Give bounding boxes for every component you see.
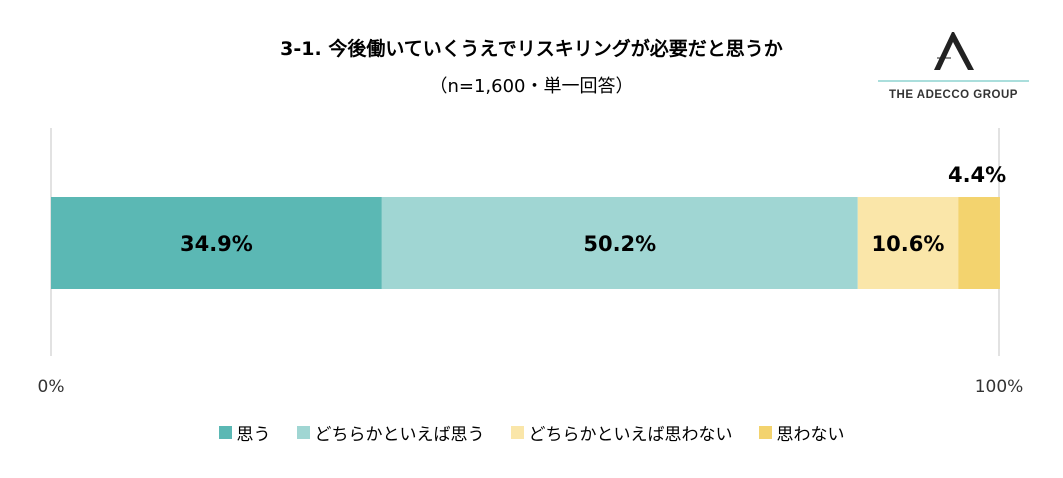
data-label-1: 34.9%	[180, 232, 253, 256]
legend-label-1: 思う	[236, 425, 271, 445]
chart-subtitle: （n=1,600・単一回答）	[429, 76, 634, 97]
legend-item-4: 思わない	[758, 420, 845, 445]
chart-title: 3-1. 今後働いていくうえでリスキリングが必要だと思うか	[280, 38, 783, 60]
x-tick-label-2: 100%	[975, 377, 1024, 397]
legend-label-4: 思わない	[776, 425, 845, 445]
legend-item-1: 思う	[218, 420, 271, 445]
data-label-2: 50.2%	[583, 232, 656, 256]
legend-swatch-1	[218, 426, 232, 439]
adecco-a-icon	[878, 32, 1029, 82]
legend-swatch-2	[296, 426, 310, 439]
legend-item-2: どちらかといえば思う	[296, 420, 485, 445]
bar-segment-1	[51, 197, 382, 289]
bar-segment-2	[381, 197, 858, 289]
legend-swatch-4	[758, 426, 772, 439]
logo-text: THE ADECCO GROUP	[889, 89, 1018, 101]
bar-segment-4	[958, 197, 1000, 289]
legend-swatch-3	[510, 426, 524, 439]
legend-label-3: どちらかといえば思わない	[528, 425, 733, 445]
chart-legend: 思う どちらかといえば思う どちらかといえば思わない 思わない	[0, 420, 1063, 445]
adecco-logo: THE ADECCO GROUP	[878, 30, 1029, 110]
stacked-bar-chart: 34.9% 50.2% 10.6% 4.4% 0% 100%	[38, 128, 1024, 397]
x-tick-label-1: 0%	[38, 377, 65, 397]
bar-segment-3	[857, 197, 959, 289]
legend-item-3: どちらかといえば思わない	[510, 420, 733, 445]
legend-label-2: どちらかといえば思う	[314, 425, 485, 445]
data-label-3: 10.6%	[872, 232, 945, 256]
data-label-4: 4.4%	[948, 163, 1006, 187]
